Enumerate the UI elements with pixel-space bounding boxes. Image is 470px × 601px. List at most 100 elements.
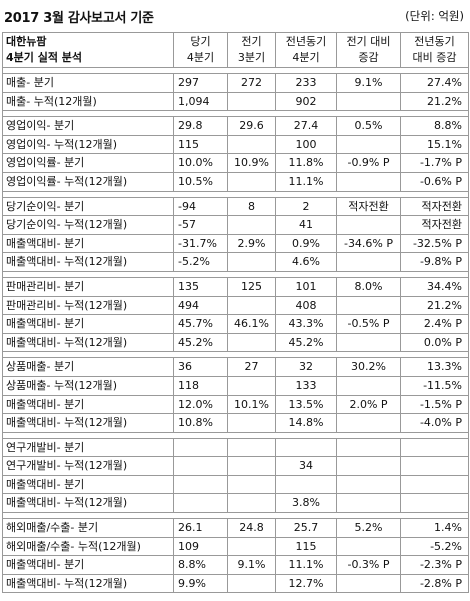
qoq-change-cell: -0.3% P (336, 555, 401, 575)
yoy-change-cell (400, 437, 469, 458)
header-yoy-change: 전년동기 대비 증감 (400, 32, 469, 68)
table-row: 해외매출/수출- 누적(12개월) 109 115 -5.2% (2, 536, 469, 557)
prev-quarter-cell (227, 413, 276, 433)
prev-quarter-cell: 10.1% (227, 394, 276, 415)
current-quarter-cell: -94 (173, 196, 228, 217)
qoq-change-cell: 적자전환 (336, 196, 401, 217)
qoq-change-cell (336, 493, 401, 514)
prev-year-cell: 233 (275, 73, 337, 93)
current-quarter-cell: 118 (173, 375, 228, 396)
prev-year-cell: 100 (275, 134, 337, 155)
prev-year-cell: 101 (275, 276, 337, 297)
group-separator (2, 431, 469, 439)
table-row: 연구개발비- 누적(12개월) 34 (2, 456, 469, 476)
group-separator (2, 270, 469, 278)
prev-year-cell: 133 (275, 375, 337, 396)
table-row: 매출액대비- 분기 45.7% 46.1% 43.3% -0.5% P 2.4% P (2, 314, 469, 334)
current-quarter-cell: 494 (173, 295, 228, 316)
group-separator (2, 190, 469, 198)
table-row: 매출- 누적(12개월) 1,094 902 21.2% (2, 91, 469, 112)
qoq-change-cell (336, 134, 401, 155)
current-quarter-cell: 297 (173, 73, 228, 93)
header-line: 4분기 (186, 51, 215, 64)
prev-year-cell: 11.1% (275, 171, 337, 192)
current-quarter-cell: 8.8% (173, 555, 228, 575)
prev-year-cell: 11.8% (275, 153, 337, 173)
qoq-change-cell (336, 375, 401, 396)
row-label: 매출액대비- 누적(12개월) (2, 252, 174, 272)
qoq-change-cell: 9.1% (336, 73, 401, 93)
qoq-change-cell: -0.5% P (336, 314, 401, 334)
header-line: 4분기 (292, 51, 320, 64)
prev-year-cell (275, 437, 337, 458)
prev-quarter-cell (227, 456, 276, 476)
row-label: 영업이익- 분기 (2, 116, 174, 136)
prev-year-cell: 45.2% (275, 332, 337, 353)
current-quarter-cell: 135 (173, 276, 228, 297)
header-qoq-change: 전기 대비 증감 (336, 32, 401, 68)
row-label: 판매관리비- 누적(12개월) (2, 295, 174, 316)
prev-year-cell: 12.7% (275, 573, 337, 594)
row-label: 당기순이익- 분기 (2, 196, 174, 217)
row-label: 연구개발비- 분기 (2, 437, 174, 458)
row-label: 해외매출/수출- 분기 (2, 518, 174, 538)
table-row: 연구개발비- 분기 (2, 437, 469, 458)
qoq-change-cell: -34.6% P (336, 233, 401, 254)
row-label: 영업이익- 누적(12개월) (2, 134, 174, 155)
table-row: 매출액대비- 누적(12개월) -5.2% 4.6% -9.8% P (2, 252, 469, 272)
table-row: 매출- 분기 297 272 233 9.1% 27.4% (2, 73, 469, 93)
yoy-change-cell: -2.8% P (400, 573, 469, 594)
header-line: 증감 (358, 51, 379, 64)
analysis-subtitle: 4분기 실적 분석 (6, 51, 83, 64)
yoy-change-cell: 15.1% (400, 134, 469, 155)
header-line: 대비 증감 (412, 51, 457, 64)
qoq-change-cell (336, 91, 401, 112)
yoy-change-cell: 적자전환 (400, 215, 469, 235)
prev-year-cell: 25.7 (275, 518, 337, 538)
row-label: 판매관리비- 분기 (2, 276, 174, 297)
yoy-change-cell: 2.4% P (400, 314, 469, 334)
header-line: 전년동기 (285, 35, 327, 48)
row-label: 연구개발비- 누적(12개월) (2, 456, 174, 476)
prev-year-cell: 3.8% (275, 493, 337, 514)
current-quarter-cell: 10.8% (173, 413, 228, 433)
qoq-change-cell (336, 437, 401, 458)
prev-quarter-cell: 272 (227, 73, 276, 93)
table-row: 매출액대비- 분기 (2, 474, 469, 495)
prev-quarter-cell: 10.9% (227, 153, 276, 173)
current-quarter-cell (173, 456, 228, 476)
prev-year-cell: 41 (275, 215, 337, 235)
table-row: 판매관리비- 누적(12개월) 494 408 21.2% (2, 295, 469, 316)
qoq-change-cell: 5.2% (336, 518, 401, 538)
prev-quarter-cell: 2.9% (227, 233, 276, 254)
current-quarter-cell: 10.5% (173, 171, 228, 192)
current-quarter-cell: -31.7% (173, 233, 228, 254)
page-title: 2017 3월 감사보고서 기준 (4, 11, 154, 26)
qoq-change-cell: 8.0% (336, 276, 401, 297)
prev-quarter-cell (227, 493, 276, 514)
row-label: 매출- 분기 (2, 73, 174, 93)
qoq-change-cell (336, 215, 401, 235)
prev-year-cell: 902 (275, 91, 337, 112)
group-separator (2, 67, 469, 74)
table-row: 당기순이익- 분기 -94 8 2 적자전환 적자전환 (2, 196, 469, 217)
current-quarter-cell: 26.1 (173, 518, 228, 538)
row-label: 매출액대비- 분기 (2, 555, 174, 575)
current-quarter-cell: 45.2% (173, 332, 228, 353)
row-label: 매출액대비- 분기 (2, 474, 174, 495)
qoq-change-cell: 2.0% P (336, 394, 401, 415)
prev-year-cell: 408 (275, 295, 337, 316)
row-label: 매출액대비- 누적(12개월) (2, 493, 174, 514)
yoy-change-cell (400, 456, 469, 476)
group-separator (2, 351, 469, 359)
row-label: 매출액대비- 누적(12개월) (2, 413, 174, 433)
row-label: 해외매출/수출- 누적(12개월) (2, 536, 174, 557)
qoq-change-cell (336, 171, 401, 192)
header-line: 전년동기 (414, 35, 455, 48)
current-quarter-cell (173, 474, 228, 495)
prev-quarter-cell: 29.6 (227, 116, 276, 136)
yoy-change-cell: 8.8% (400, 116, 469, 136)
prev-year-cell: 43.3% (275, 314, 337, 334)
prev-year-cell: 2 (275, 196, 337, 217)
row-label: 영업이익률- 누적(12개월) (2, 171, 174, 192)
